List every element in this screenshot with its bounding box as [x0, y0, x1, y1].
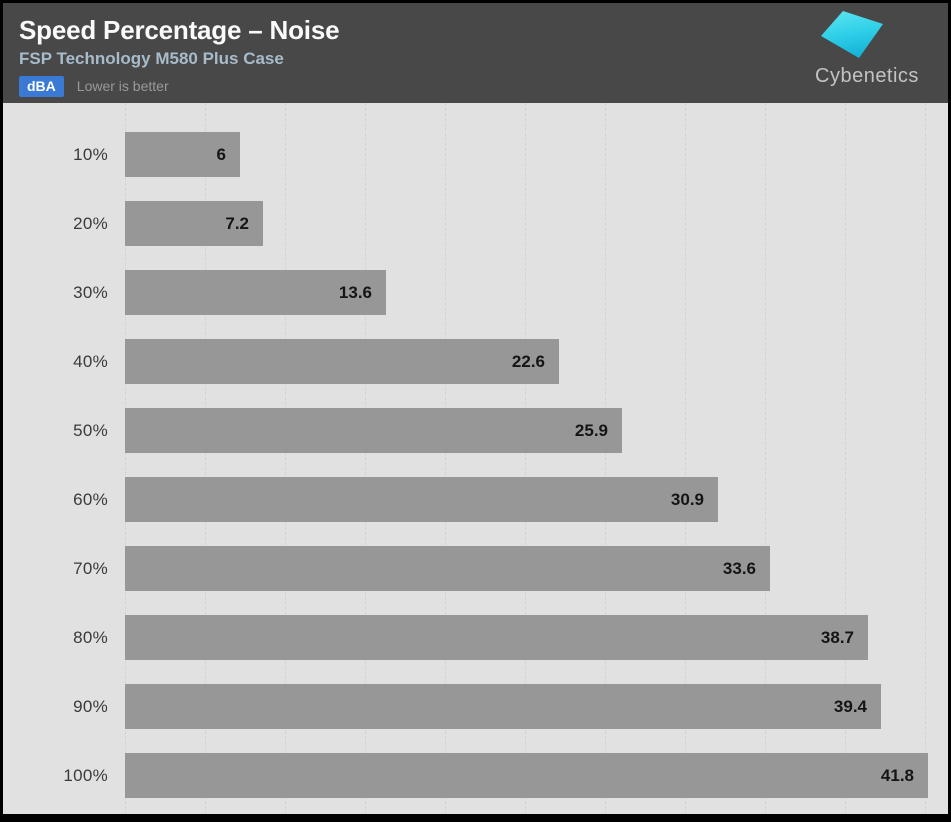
value-label: 25.9 [574, 420, 608, 440]
bar-row: 70% 33.6 [3, 534, 948, 603]
gridline [365, 103, 366, 814]
lower-is-better-note: Lower is better [76, 78, 169, 95]
page-title: Speed Percentage – Noise [19, 15, 340, 45]
bar-row: 40% 22.6 [3, 327, 948, 396]
cybenetics-logo-text: Cybenetics [815, 65, 919, 87]
bar: 33.6 [125, 546, 770, 591]
category-label: 80% [73, 627, 108, 647]
chart-header: Speed Percentage – Noise FSP Technology … [3, 3, 948, 103]
bar-row: 80% 38.7 [3, 603, 948, 672]
value-label: 39.4 [833, 696, 867, 716]
value-label: 30.9 [670, 489, 704, 509]
gridline [605, 103, 606, 814]
bar-row: 60% 30.9 [3, 465, 948, 534]
value-label: 13.6 [338, 282, 372, 302]
bar-row: 30% 13.6 [3, 258, 948, 327]
gridline [525, 103, 526, 814]
unit-badge: dBA [19, 75, 64, 97]
chart-subtitle: FSP Technology M580 Plus Case [19, 48, 284, 68]
category-label: 100% [63, 765, 108, 785]
bar-row: 50% 25.9 [3, 396, 948, 465]
gridline [845, 103, 846, 814]
category-label: 90% [73, 696, 108, 716]
cybenetics-logo-icon [821, 11, 883, 58]
bar: 25.9 [125, 408, 622, 453]
bar: 7.2 [125, 201, 263, 246]
gridlines [125, 103, 948, 814]
gridline [285, 103, 286, 814]
cybenetics-logo: Cybenetics [810, 7, 938, 99]
gridline [685, 103, 686, 814]
bar-rows: 10% 6 20% 7.2 30% 13.6 40% 22.6 50% 25.9… [3, 120, 948, 810]
category-label: 10% [73, 144, 108, 164]
category-label: 40% [73, 351, 108, 371]
unit-badge-row: dBA Lower is better [19, 75, 948, 97]
bar: 41.8 [125, 753, 928, 798]
category-label: 20% [73, 213, 108, 233]
bar: 6 [125, 132, 240, 177]
value-label: 33.6 [722, 558, 756, 578]
gridline [205, 103, 206, 814]
value-label: 22.6 [511, 351, 545, 371]
value-label: 41.8 [880, 765, 914, 785]
bar: 30.9 [125, 477, 718, 522]
bar: 39.4 [125, 684, 881, 729]
gridline [925, 103, 926, 814]
bar-chart: 10% 6 20% 7.2 30% 13.6 40% 22.6 50% 25.9… [3, 103, 948, 814]
bar-row: 90% 39.4 [3, 672, 948, 741]
bar: 13.6 [125, 270, 386, 315]
value-label: 6 [216, 144, 226, 164]
bar-row: 20% 7.2 [3, 189, 948, 258]
category-label: 30% [73, 282, 108, 302]
bar: 22.6 [125, 339, 559, 384]
bar: 38.7 [125, 615, 868, 660]
gridline [765, 103, 766, 814]
category-label: 50% [73, 420, 108, 440]
value-label: 38.7 [820, 627, 854, 647]
category-label: 70% [73, 558, 108, 578]
gridline [125, 103, 126, 814]
bar-row: 100% 41.8 [3, 741, 948, 810]
bar-row: 10% 6 [3, 120, 948, 189]
category-label: 60% [73, 489, 108, 509]
value-label: 7.2 [225, 213, 249, 233]
gridline [445, 103, 446, 814]
